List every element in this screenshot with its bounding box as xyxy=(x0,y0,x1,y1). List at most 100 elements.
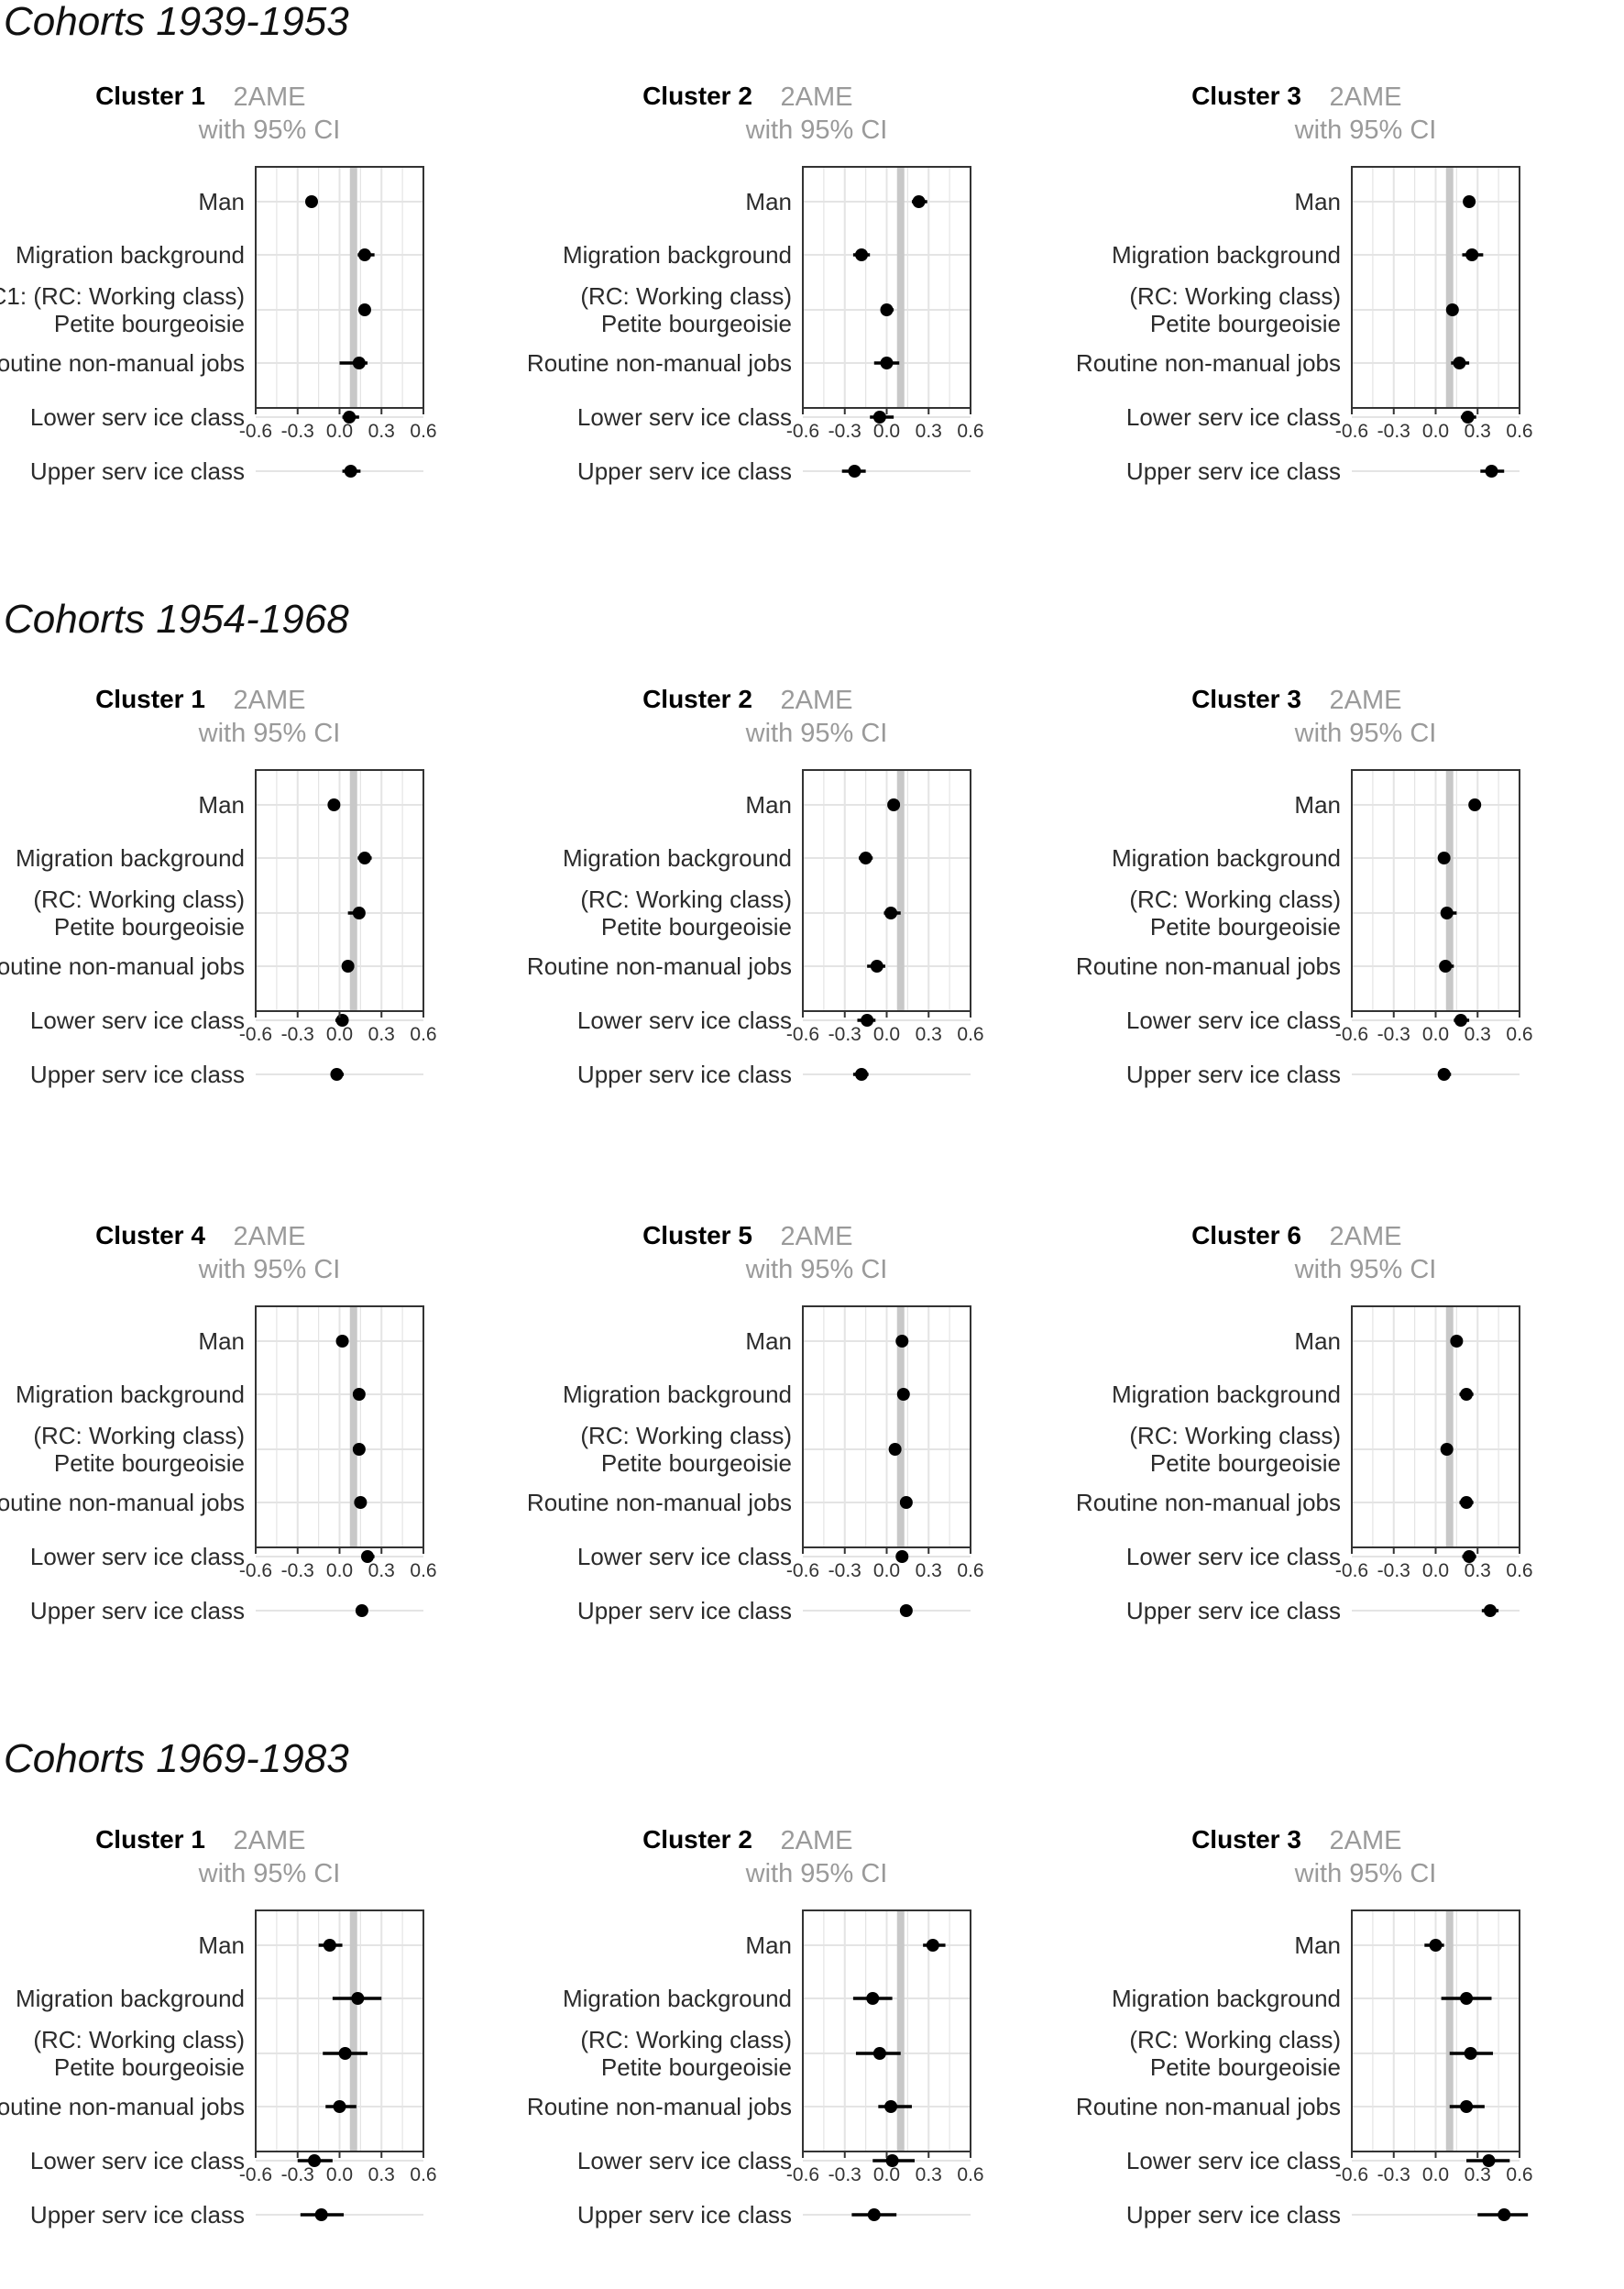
tick-label: 0.6 xyxy=(957,1024,983,1045)
estimate-point xyxy=(1482,2154,1496,2167)
row-label: Man xyxy=(1294,791,1341,819)
tick-label: 0.3 xyxy=(916,421,942,442)
row-label: Migration background xyxy=(16,844,245,872)
row-label: Upper serv ice class xyxy=(1126,2201,1341,2228)
estimate-point xyxy=(357,303,371,316)
row-label: Upper serv ice class xyxy=(577,1597,792,1624)
ci-label: with 95% CI xyxy=(198,1255,341,1284)
estimate-point xyxy=(1460,1388,1474,1401)
row-label: Man xyxy=(745,1931,792,1959)
estimate-point xyxy=(352,1443,366,1456)
cluster-panel: Cluster 6 2AME with 95% CI Man Migration bac… xyxy=(1076,1221,1533,1624)
row-label: Petite bourgeoisie xyxy=(54,1449,245,1477)
tick-label: -0.6 xyxy=(239,421,272,442)
estimate-point xyxy=(1465,248,1479,261)
row-label: Routine non-manual jobs xyxy=(0,952,245,980)
row-label: Routine non-manual jobs xyxy=(1076,952,1341,980)
tick-label: 0.3 xyxy=(368,1024,395,1045)
tick-label: 0.6 xyxy=(957,2164,983,2185)
cohort-section: Cohorts 1969-1983 Cluster 1 2AME with 95% C… xyxy=(0,1736,1533,2228)
tick-label: 0.6 xyxy=(1506,1560,1532,1581)
estimate-point xyxy=(344,465,357,478)
estimate-point xyxy=(855,248,869,261)
ame-label: 2AME xyxy=(234,686,306,715)
row-label: Petite bourgeoisie xyxy=(1150,310,1341,337)
row-label: (RC: Working class) xyxy=(1129,282,1341,310)
tick-label: -0.6 xyxy=(1335,421,1368,442)
row-label: (RC: Working class) xyxy=(1129,2026,1341,2053)
estimate-point xyxy=(899,1496,913,1509)
row-label: Man xyxy=(745,1327,792,1355)
estimate-point xyxy=(323,1939,336,1952)
estimate-point xyxy=(1463,195,1476,208)
tick-label: -0.3 xyxy=(828,1024,861,1045)
tick-label: -0.6 xyxy=(786,2164,819,2185)
estimate-point xyxy=(895,1335,909,1348)
row-label: Lower serv ice class xyxy=(30,1543,245,1570)
row-label: (RC: Working class) xyxy=(1129,1422,1341,1449)
cluster-title: Cluster 2 xyxy=(642,685,752,713)
row-label: (RC: Working class) xyxy=(33,2026,245,2053)
tick-label: 0.0 xyxy=(326,2164,353,2185)
tick-label: 0.3 xyxy=(916,1024,942,1045)
tick-label: 0.0 xyxy=(1422,1560,1449,1581)
tick-label: -0.3 xyxy=(281,2164,314,2185)
ci-label: with 95% CI xyxy=(745,1255,888,1284)
estimate-point xyxy=(895,1550,909,1563)
estimate-point xyxy=(872,2047,886,2060)
ci-label: with 95% CI xyxy=(745,116,888,145)
row-label: Man xyxy=(745,791,792,819)
cohort-section: Cohorts 1939-1953 Cluster 1 2AME with 95% C… xyxy=(0,0,1533,485)
estimate-point xyxy=(880,357,894,369)
row-label: Routine non-manual jobs xyxy=(0,2093,245,2120)
estimate-point xyxy=(1485,465,1498,478)
estimate-point xyxy=(859,852,872,864)
row-label: Upper serv ice class xyxy=(30,457,245,485)
tick-label: -0.3 xyxy=(281,1560,314,1581)
estimate-point xyxy=(357,852,371,864)
row-label: Routine non-manual jobs xyxy=(0,1489,245,1516)
row-label: Routine non-manual jobs xyxy=(1076,1489,1341,1516)
row-label: Migration background xyxy=(1112,241,1341,269)
row-label: Upper serv ice class xyxy=(577,1061,792,1088)
tick-label: 0.0 xyxy=(1422,2164,1449,2185)
row-label: Man xyxy=(198,791,245,819)
tick-label: 0.6 xyxy=(1506,421,1532,442)
cluster-title: Cluster 2 xyxy=(642,1825,752,1854)
estimate-point xyxy=(343,411,357,424)
tick-label: 0.6 xyxy=(1506,1024,1532,1045)
row-label: (RC: Working class) xyxy=(580,2026,792,2053)
tick-label: 0.3 xyxy=(368,1560,395,1581)
tick-label: 0.3 xyxy=(1465,1560,1491,1581)
estimate-point xyxy=(361,1550,374,1563)
row-label: (RC: Working class) xyxy=(580,282,792,310)
estimate-point xyxy=(354,1496,368,1509)
row-label: Petite bourgeoisie xyxy=(601,913,792,941)
row-label: Man xyxy=(1294,1327,1341,1355)
estimate-point xyxy=(357,248,371,261)
row-label: Upper serv ice class xyxy=(577,2201,792,2228)
row-label: Migration background xyxy=(16,1381,245,1408)
tick-label: -0.6 xyxy=(239,1024,272,1045)
estimate-point xyxy=(1460,1992,1474,2005)
ame-label: 2AME xyxy=(781,686,853,715)
row-label: Upper serv ice class xyxy=(1126,457,1341,485)
ame-label: 2AME xyxy=(781,1222,853,1251)
tick-label: -0.6 xyxy=(786,1560,819,1581)
cluster-panel: Cluster 1 2AME with 95% CI Man Migration bac… xyxy=(0,82,437,485)
estimate-point xyxy=(333,2100,346,2113)
estimate-point xyxy=(1463,1550,1476,1563)
row-label: Upper serv ice class xyxy=(1126,1061,1341,1088)
tick-label: -0.6 xyxy=(1335,1024,1368,1045)
cluster-panel: Cluster 1 2AME with 95% CI Man Migration bac… xyxy=(0,685,437,1088)
row-label: Migration background xyxy=(1112,1985,1341,2012)
cluster-panel: Cluster 3 2AME with 95% CI Man Migration bac… xyxy=(1076,685,1533,1088)
estimate-point xyxy=(1437,852,1451,864)
row-label: Man xyxy=(198,1327,245,1355)
estimate-point xyxy=(1464,2047,1477,2060)
row-label: Lower serv ice class xyxy=(577,2147,792,2174)
row-label: Lower serv ice class xyxy=(1126,1543,1341,1570)
tick-label: 0.0 xyxy=(326,1024,353,1045)
cluster-panel: Cluster 3 2AME with 95% CI Man Migration bac… xyxy=(1076,82,1533,485)
